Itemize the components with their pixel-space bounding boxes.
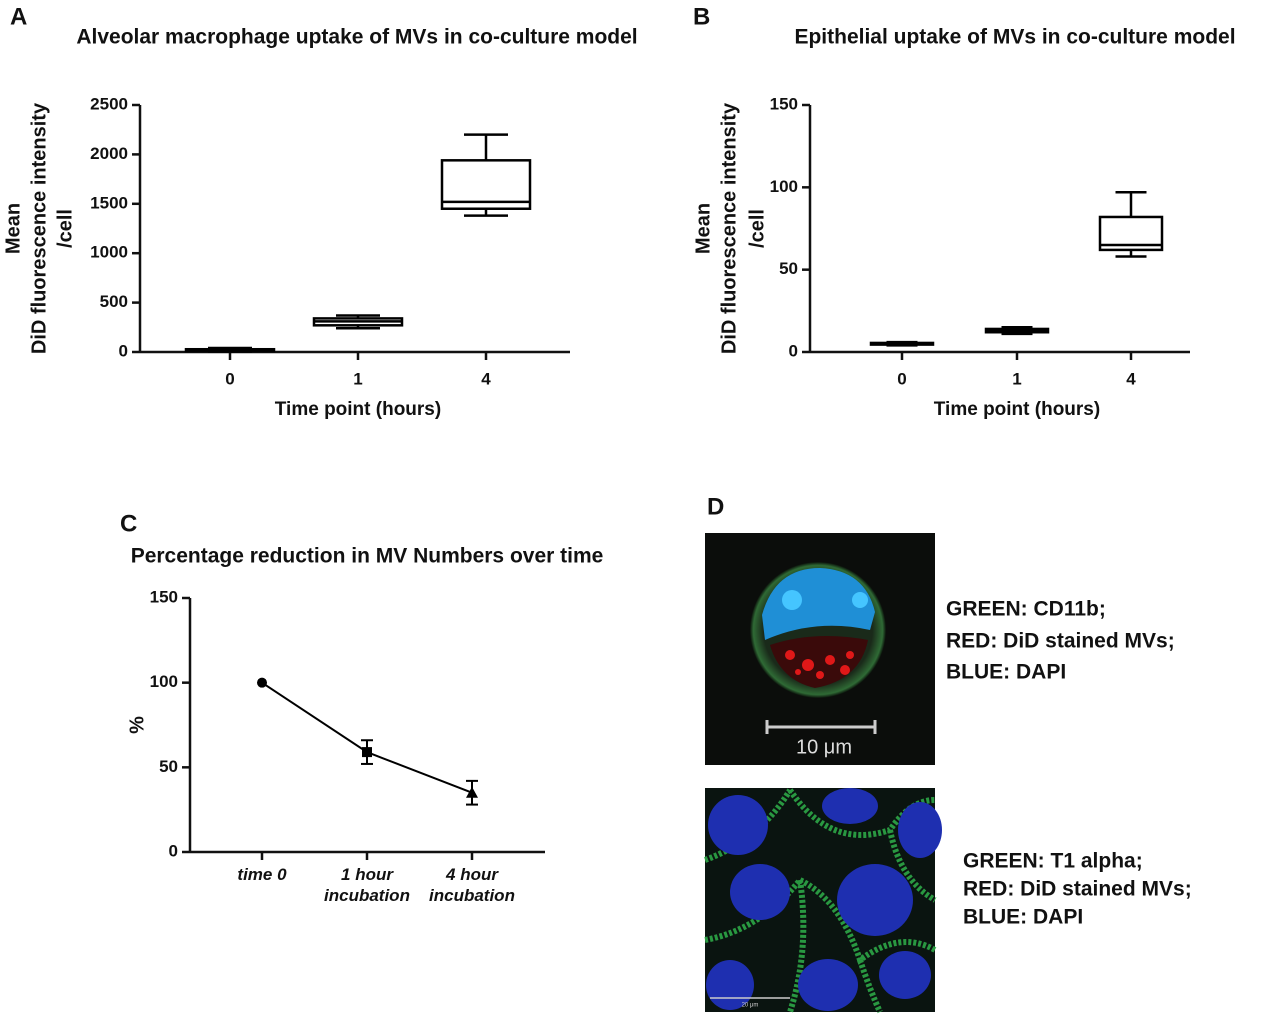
y-tick-label: 150 [150, 587, 178, 606]
line [261, 681, 473, 794]
y-tick-label: 100 [770, 177, 798, 196]
legend-text: GREEN: T1 alpha; [963, 850, 1143, 873]
legend-text: BLUE: DAPI [946, 661, 1066, 684]
y-axis-label: /cell [54, 209, 76, 248]
y-tick-label: 0 [789, 341, 798, 360]
scale-bar-label: 20 μm [742, 1003, 759, 1009]
y-axis-label: % [126, 716, 148, 734]
x-tick-label: 4 [481, 369, 491, 388]
x-tick-label: 4 [1126, 369, 1136, 388]
y-axis-label: Mean [692, 203, 714, 254]
y-axis-label: DiD fluorescence intensity [28, 102, 50, 354]
micrograph-2: 20 μm [703, 788, 942, 1014]
x-axis-label: Time point (hours) [934, 399, 1100, 420]
legend-text: RED: DiD stained MVs; [946, 630, 1175, 653]
chart-title: Epithelial uptake of MVs in co-culture m… [794, 26, 1235, 49]
x-tick-label: 1 [353, 369, 362, 388]
x-tick-label: 0 [897, 369, 906, 388]
y-tick-label: 1500 [90, 193, 128, 212]
y-tick-label: 2500 [90, 94, 128, 113]
x-tick-label: time 0 [237, 865, 287, 884]
panel-label: B [693, 3, 710, 30]
x-tick-label: 1 hour incubation [324, 865, 410, 905]
x-axis-label: Time point (hours) [275, 399, 441, 420]
legend-text: GREEN: CD11b; [946, 598, 1106, 621]
marker [362, 747, 372, 758]
y-tick-label: 100 [150, 672, 178, 691]
y-tick-label: 500 [100, 292, 128, 311]
legend-text: BLUE: DAPI [963, 906, 1083, 929]
panel-label: C [120, 510, 137, 537]
y-tick-label: 50 [779, 259, 798, 278]
y-axis-label: DiD fluorescence intensity [718, 102, 740, 354]
chart-title: Percentage reduction in MV Numbers over … [131, 545, 604, 568]
y-axis-label: Mean [2, 203, 24, 254]
scale-bar-label: 10 μm [796, 736, 852, 758]
panel-label: A [10, 3, 27, 30]
x-tick-label: 4 hour incubation [429, 865, 515, 905]
y-axis-label: /cell [746, 209, 768, 248]
y-tick-label: 1000 [90, 243, 128, 262]
marker [257, 677, 267, 688]
y-tick-label: 50 [159, 757, 178, 776]
legend-text: RED: DiD stained MVs; [963, 878, 1192, 901]
y-tick-label: 0 [169, 841, 178, 860]
y-tick-label: 150 [770, 94, 798, 113]
chart-title: Alveolar macrophage uptake of MVs in co-… [76, 26, 637, 49]
marker [466, 786, 478, 798]
x-tick-label: 0 [225, 369, 234, 388]
micrograph-1: 10 μm [705, 533, 935, 765]
y-tick-label: 0 [119, 341, 128, 360]
x-tick-label: 1 [1012, 369, 1021, 388]
y-tick-label: 2000 [90, 144, 128, 163]
panel-label: D [707, 493, 724, 520]
